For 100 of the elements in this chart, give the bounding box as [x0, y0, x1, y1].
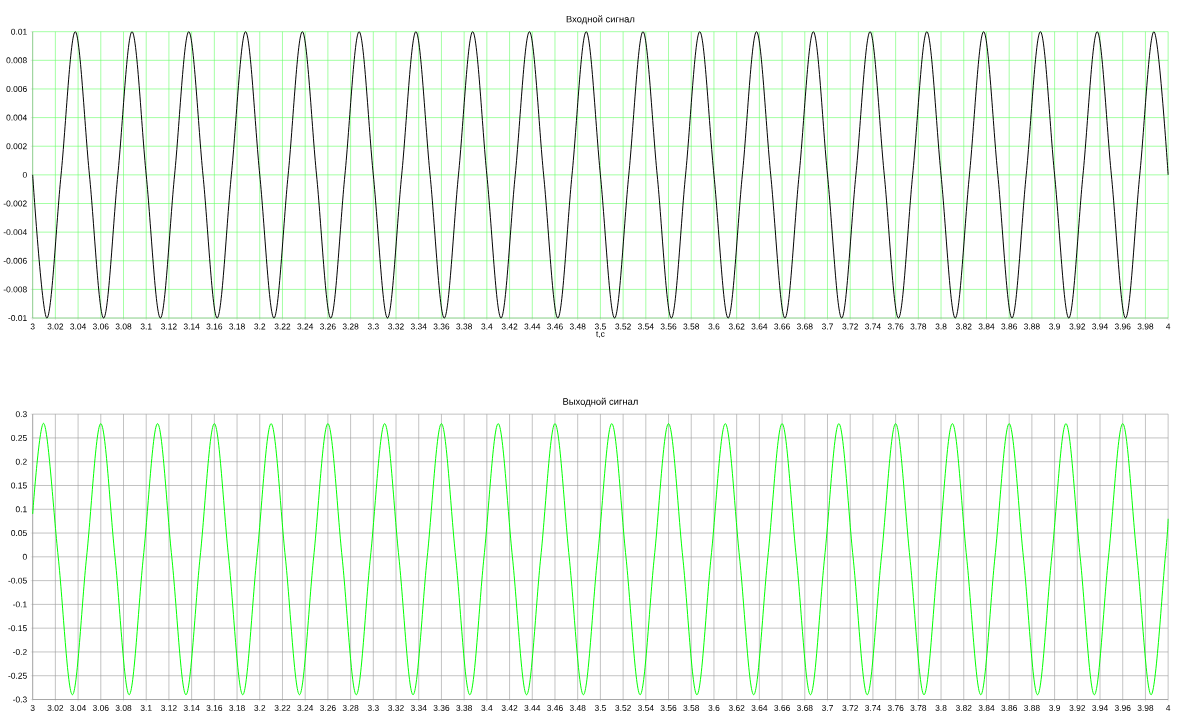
y-tick-label: -0.2	[13, 648, 27, 655]
x-tick-label: 3.94	[1092, 704, 1108, 711]
x-tick-label: 3.34	[410, 323, 427, 330]
x-tick-label: 3.22	[274, 323, 291, 330]
x-tick-label: 3.04	[70, 323, 87, 330]
y-tick-label: -0.01	[8, 314, 27, 321]
x-tick-label: 3.06	[92, 323, 109, 330]
x-tick-label: 3.96	[1114, 323, 1131, 330]
x-tick-label: 3.64	[751, 704, 768, 711]
y-tick-label: -0.3	[13, 696, 27, 703]
x-tick-label: 3.04	[70, 704, 87, 711]
x-tick-label: 3.42	[501, 323, 518, 330]
x-tick-label: 3.88	[1024, 323, 1040, 330]
x-tick-label: 3.12	[161, 323, 177, 330]
x-tick-label: 3.92	[1069, 323, 1086, 330]
x-tick-label: 4	[1165, 323, 1171, 330]
x-tick-label: 3.16	[206, 323, 223, 330]
x-tick-label: 3.08	[115, 704, 132, 711]
chart-title: Входной сигнал	[566, 15, 635, 25]
x-tick-label: 3.8	[935, 704, 947, 711]
x-tick-label: 3.22	[274, 704, 291, 711]
x-tick-label: 3.82	[955, 323, 972, 330]
x-tick-label: 3.28	[342, 704, 359, 711]
x-tick-label: 3.9	[1049, 323, 1061, 330]
x-tick-label: 3.3	[367, 704, 379, 711]
x-tick-label: 3.7	[821, 704, 833, 711]
x-tick-label: 3.08	[115, 323, 132, 330]
x-tick-label: 3.1	[140, 704, 152, 711]
x-tick-label: 3.76	[887, 323, 904, 330]
x-tick-label: 3.54	[637, 323, 654, 330]
x-tick-label: 3.36	[433, 704, 450, 711]
x-tick-label: 3.28	[342, 323, 359, 330]
x-tick-label: 3.2	[254, 323, 266, 330]
x-tick-label: 3.32	[388, 704, 404, 711]
x-tick-label: 3.62	[728, 704, 745, 711]
y-tick-label: -0.008	[3, 286, 27, 293]
y-tick-label: -0.006	[3, 257, 27, 264]
x-tick-label: 3.24	[297, 704, 314, 711]
y-tick-label: 0.006	[6, 85, 27, 92]
x-tick-label: 3.68	[796, 323, 813, 330]
x-tick-label: 3.74	[865, 323, 881, 330]
y-tick-label: -0.05	[8, 577, 27, 584]
x-tick-label: 3.32	[388, 323, 404, 330]
y-tick-label: 0	[22, 171, 27, 178]
x-tick-label: 3.5	[594, 323, 606, 330]
x-tick-label: 3.18	[229, 323, 245, 330]
x-tick-label: 3.7	[821, 323, 833, 330]
x-tick-label: 3.82	[955, 704, 972, 711]
y-tick-label: 0.004	[6, 114, 27, 121]
x-tick-label: 3.96	[1114, 704, 1131, 711]
x-tick-label: 3.66	[774, 704, 790, 711]
x-tick-label: 3.72	[842, 704, 858, 711]
x-tick-label: 3.02	[47, 704, 64, 711]
x-tick-label: 3.56	[660, 704, 677, 711]
x-tick-label: 3.92	[1069, 704, 1086, 711]
x-tick-label: 3.14	[183, 704, 200, 711]
x-tick-label: 3.26	[320, 323, 336, 330]
x-tick-label: 3.8	[935, 323, 947, 330]
x-tick-label: 3.76	[887, 704, 904, 711]
x-tick-label: 3.44	[524, 704, 541, 711]
x-tick-label: 3.98	[1137, 323, 1154, 330]
x-tick-label: 3.54	[637, 704, 654, 711]
x-tick-label: 3.58	[683, 704, 700, 711]
x-tick-label: 3.38	[456, 323, 472, 330]
x-tick-label: 3.34	[410, 704, 427, 711]
y-tick-label: 0.002	[6, 143, 27, 150]
x-tick-label: 3.24	[297, 323, 314, 330]
x-tick-label: 3.78	[910, 323, 927, 330]
y-tick-label: 0.01	[11, 28, 27, 35]
x-tick-label: 3.68	[796, 704, 813, 711]
x-tick-label: 3.5	[594, 704, 606, 711]
x-tick-label: 3.12	[161, 704, 177, 711]
y-tick-label: 0.15	[11, 482, 27, 489]
y-tick-label: 0.3	[15, 411, 27, 417]
line-series	[32, 423, 1169, 696]
x-tick-label: 3.48	[569, 704, 586, 711]
x-tick-label: 3.9	[1049, 704, 1061, 711]
x-tick-label: 3.72	[842, 323, 858, 330]
y-tick-label: 0.008	[6, 57, 27, 64]
x-tick-label: 3.52	[615, 323, 631, 330]
x-tick-label: 3.06	[92, 704, 109, 711]
x-tick-label: 3.86	[1001, 323, 1017, 330]
x-tick-label: 3.38	[456, 704, 472, 711]
x-tick-label: 3.58	[683, 323, 700, 330]
chart-title: Выходной сигнал	[563, 397, 638, 407]
x-tick-label: 3.16	[206, 704, 223, 711]
x-tick-label: 3.14	[183, 323, 200, 330]
x-tick-label: 3.78	[910, 704, 927, 711]
x-tick-label: 3.48	[569, 323, 586, 330]
x-tick-label: 3.26	[320, 704, 336, 711]
x-tick-label: 3.64	[751, 323, 768, 330]
x-tick-label: 3.66	[774, 323, 790, 330]
x-tick-label: 3.94	[1092, 323, 1108, 330]
y-tick-label: 0.25	[11, 434, 27, 441]
x-tick-label: 3.44	[524, 323, 541, 330]
x-tick-label: 3.3	[367, 323, 379, 330]
y-tick-label: -0.25	[8, 672, 27, 679]
x-tick-label: 3.86	[1001, 704, 1017, 711]
x-tick-label: 3.6	[708, 704, 720, 711]
x-tick-label: 3.98	[1137, 704, 1154, 711]
